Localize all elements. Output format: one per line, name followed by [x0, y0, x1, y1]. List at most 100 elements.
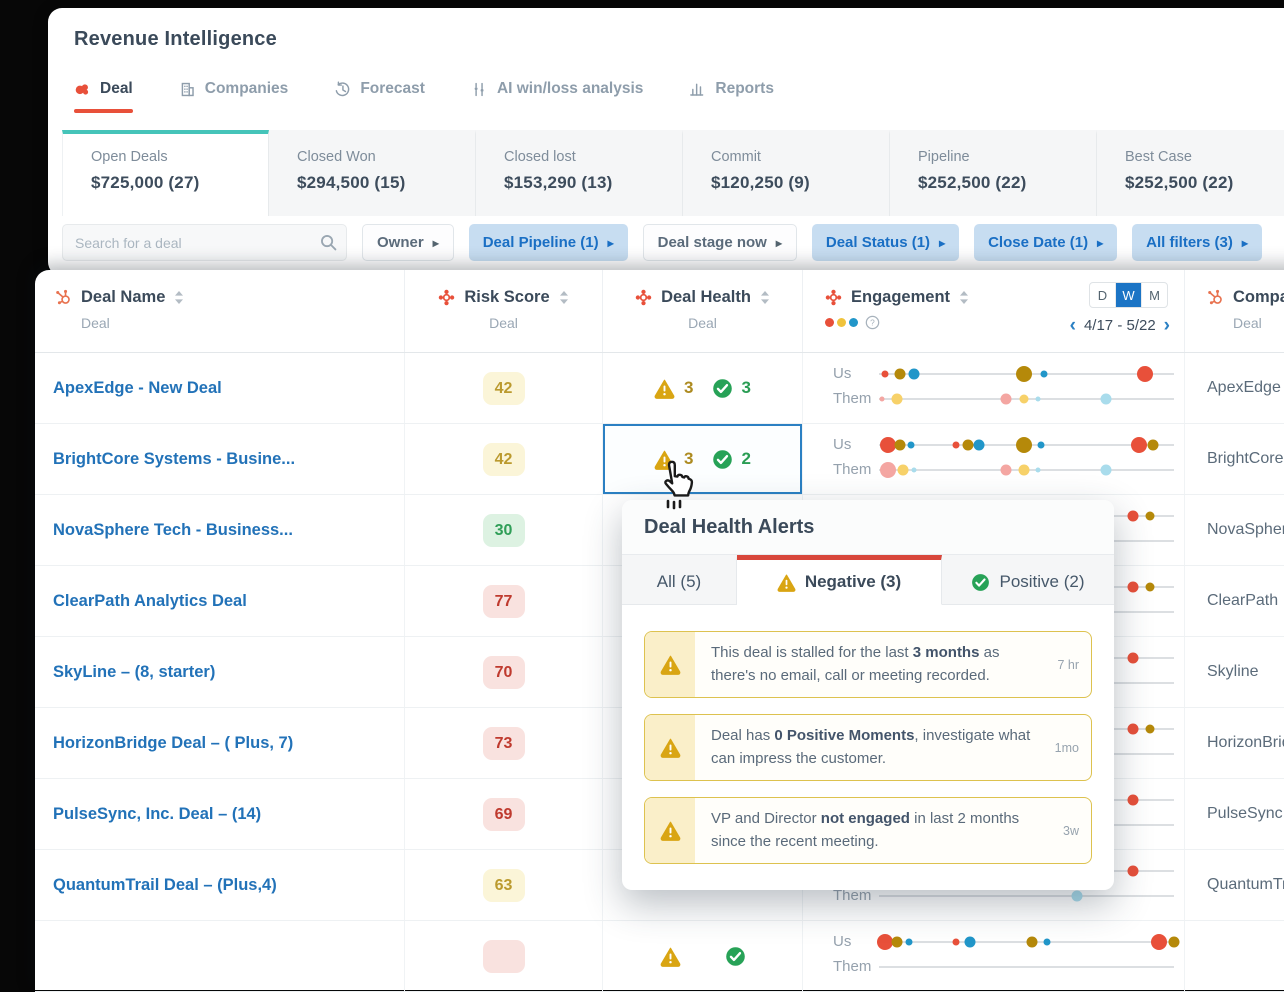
warning-icon — [660, 737, 681, 758]
summary-card-commit[interactable]: Commit $120,250 (9) — [683, 130, 890, 216]
check-icon — [971, 573, 990, 592]
engagement-dot — [1127, 510, 1139, 522]
next-period-icon[interactable]: › — [1163, 315, 1170, 336]
card-value: $120,250 (9) — [711, 173, 810, 192]
risk-score-badge: 73 — [482, 726, 525, 760]
summary-card-pipeline[interactable]: Pipeline $252,500 (22) — [890, 130, 1097, 216]
engagement-dot — [1000, 464, 1012, 476]
alert-warning-box — [645, 632, 695, 697]
ai-winloss-icon — [471, 81, 488, 98]
sort-icon[interactable] — [959, 290, 969, 305]
engagement-dot — [1127, 865, 1139, 877]
deal-name-link[interactable]: BrightCore Systems - Busine... — [53, 449, 296, 468]
column-label-deal-name: Deal Name — [81, 288, 166, 306]
tab-label: Forecast — [360, 80, 425, 97]
tab-forecast[interactable]: Forecast — [334, 80, 425, 113]
caret-icon: ▸ — [432, 235, 439, 250]
filter-chip-close-date-1-[interactable]: Close Date (1) ▸ — [974, 224, 1118, 261]
risk-score-cell: 30 — [405, 495, 603, 565]
risk-score-badge — [482, 939, 525, 973]
popup-tab-positive-2-[interactable]: Positive (2) — [942, 555, 1114, 605]
period-option-w[interactable]: W — [1116, 283, 1142, 307]
table-header: Deal Name Deal Risk Score Deal Deal Heal… — [35, 270, 1284, 353]
summary-card-best-case[interactable]: Best Case $252,500 (22) — [1097, 130, 1284, 216]
engagement-dot — [1037, 441, 1045, 449]
engagement-dot — [1145, 582, 1155, 592]
search-icon[interactable] — [319, 233, 338, 252]
deal-name-link[interactable]: ClearPath Analytics Deal — [53, 591, 247, 610]
engagement-dot — [879, 462, 896, 478]
deal-name-link[interactable]: NovaSphere Tech - Business... — [53, 520, 293, 539]
period-option-d[interactable]: D — [1090, 283, 1116, 307]
search-input[interactable] — [62, 224, 347, 261]
engagement-dot — [1035, 467, 1041, 473]
engagement-dot — [879, 437, 896, 453]
table-row: BrightCore Systems - Busine... 42 3 2 Us Them… — [35, 424, 1284, 495]
column-header-risk-score[interactable]: Risk Score Deal — [405, 270, 603, 352]
deal-health-cell[interactable] — [603, 921, 803, 991]
help-icon[interactable]: ? — [865, 315, 880, 330]
sort-icon[interactable] — [559, 290, 569, 305]
check-icon — [712, 449, 733, 470]
filter-chip-deal-stage-now[interactable]: Deal stage now ▸ — [642, 224, 797, 261]
column-sublabel: Deal — [81, 315, 110, 331]
deal-name-link[interactable]: QuantumTrail Deal – (Plus,4) — [53, 875, 277, 894]
deal-name-link[interactable]: SkyLine – (8, starter) — [53, 662, 216, 681]
engagement-dot — [1035, 396, 1041, 402]
filter-chip-all-filters-3-[interactable]: All filters (3) ▸ — [1132, 224, 1262, 261]
filter-chip-owner[interactable]: Owner ▸ — [362, 224, 454, 261]
popup-tab-all-5-[interactable]: All (5) — [622, 555, 737, 605]
period-option-m[interactable]: M — [1149, 287, 1160, 303]
column-label-company: Company — [1233, 288, 1284, 306]
alert-warning-box — [645, 798, 695, 863]
table-row: Us Them — [35, 921, 1284, 992]
popup-tab-negative-3-[interactable]: Negative (3) — [737, 555, 942, 605]
warning-icon — [654, 378, 675, 399]
engagement-dot — [905, 938, 912, 946]
caret-icon: ▸ — [607, 235, 614, 250]
engagement-them-label: Them — [833, 390, 872, 407]
column-header-deal-name[interactable]: Deal Name Deal — [35, 270, 405, 352]
sort-icon[interactable] — [174, 290, 184, 305]
column-header-company[interactable]: Company Deal — [1185, 270, 1284, 352]
engagement-them-label: Them — [833, 887, 872, 904]
caret-icon: ▸ — [1241, 235, 1248, 250]
card-value: $153,290 (13) — [504, 173, 613, 192]
deal-name-link[interactable]: HorizonBridge Deal – ( Plus, 7) — [53, 733, 294, 752]
card-label: Best Case — [1125, 149, 1192, 165]
summary-card-open-deals[interactable]: Open Deals $725,000 (27) — [62, 130, 269, 216]
filter-chip-deal-status-1-[interactable]: Deal Status (1) ▸ — [811, 224, 960, 261]
tab-reports[interactable]: Reports — [689, 80, 774, 113]
tab-companies[interactable]: Companies — [179, 80, 289, 113]
summary-card-closed-won[interactable]: Closed Won $294,500 (15) — [269, 130, 476, 216]
engagement-dot — [952, 441, 960, 449]
deal-name-cell: PulseSync, Inc. Deal – (14) — [35, 779, 405, 849]
prev-period-icon[interactable]: ‹ — [1069, 315, 1076, 336]
column-header-deal-health[interactable]: Deal Health Deal — [603, 270, 803, 352]
alert-timestamp: 3w — [1063, 823, 1079, 838]
tab-label: Companies — [204, 80, 289, 97]
summary-card-closed-lost[interactable]: Closed lost $153,290 (13) — [476, 130, 683, 216]
column-label-engagement: Engagement — [851, 288, 951, 306]
tab-deal[interactable]: Deal — [74, 80, 133, 113]
filter-chip-deal-pipeline-1-[interactable]: Deal Pipeline (1) ▸ — [468, 224, 628, 261]
alerts-list: This deal is stalled for the last 3 mont… — [622, 605, 1114, 890]
engagement-dot — [1127, 581, 1139, 593]
alert-text: Deal has 0 Positive Moments, investigate… — [711, 727, 1031, 767]
risk-score-badge: 63 — [482, 868, 525, 902]
deal-name-link[interactable]: ApexEdge - New Deal — [53, 378, 222, 397]
deal-name-link[interactable]: PulseSync, Inc. Deal – (14) — [53, 804, 262, 823]
column-label-risk-score: Risk Score — [464, 288, 550, 306]
check-icon — [725, 946, 746, 967]
sort-icon[interactable] — [760, 290, 770, 305]
risk-score-badge: 77 — [482, 584, 525, 618]
reports-icon — [689, 81, 706, 98]
tab-ai-win-loss-analysis[interactable]: AI win/loss analysis — [471, 80, 643, 113]
tab-label: Deal — [100, 80, 133, 97]
engagement-cell: Us Them — [803, 424, 1185, 494]
risk-score-cell: 77 — [405, 566, 603, 636]
